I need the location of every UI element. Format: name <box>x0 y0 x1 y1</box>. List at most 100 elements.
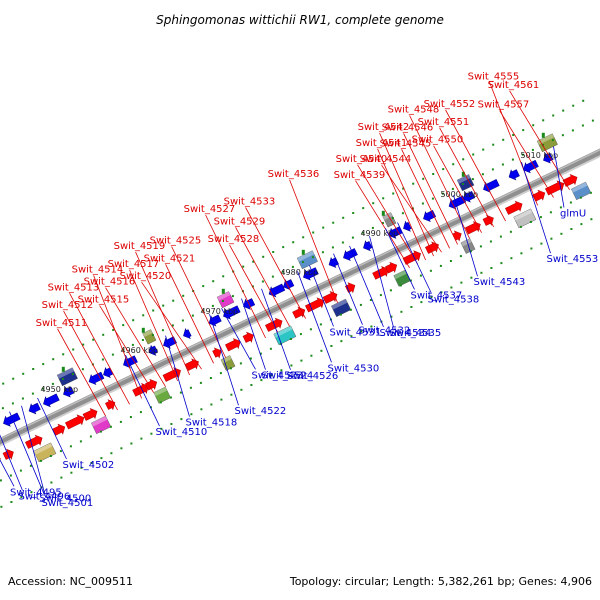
guide-dot <box>191 314 194 317</box>
guide-dot <box>431 197 434 200</box>
guide-dot <box>9 474 12 477</box>
guide-dot <box>502 138 505 141</box>
guide-dot <box>131 343 134 346</box>
guide-dot <box>250 384 253 386</box>
gene-feature-box <box>296 250 318 270</box>
reverse-gene-arrow <box>103 366 114 379</box>
bottom-gene-label: Swit_4543 <box>474 277 526 288</box>
guide-dot <box>291 265 294 268</box>
forward-gene-arrow <box>52 423 66 436</box>
guide-dot <box>570 228 573 230</box>
guide-dot <box>469 250 472 253</box>
guide-dot <box>289 338 292 340</box>
forward-gene-arrow <box>145 378 158 391</box>
guide-dot <box>331 246 334 249</box>
guide-dot <box>401 212 404 215</box>
guide-dot <box>280 369 283 372</box>
gene-feature-box <box>220 355 236 371</box>
guide-dot <box>30 491 33 494</box>
top-label-leader <box>439 127 494 227</box>
scale-tick-label: 4990 kbp <box>360 229 398 238</box>
guide-dot <box>559 206 562 209</box>
top-gene-label: Swit_4540 <box>336 154 388 165</box>
guide-dot <box>362 207 365 210</box>
forward-gene-arrow <box>105 399 116 411</box>
top-strand-labels: Swit_4511Swit_4512Swit_4513Swit_4514Swit… <box>36 71 570 417</box>
guide-dot <box>242 265 245 268</box>
scale-tick-mark <box>221 288 225 294</box>
top-gene-label: Swit_4561 <box>488 80 540 91</box>
bottom-label-leader <box>369 236 394 328</box>
bottom-gene-label: Swit_4496 <box>19 492 71 503</box>
guide-dot <box>239 362 242 365</box>
guide-dot <box>230 393 233 396</box>
guide-dot <box>360 330 363 333</box>
reverse-gene-arrow <box>403 220 412 232</box>
guide-dot <box>530 247 533 250</box>
guide-dot <box>11 402 14 405</box>
bottom-label-leader <box>0 459 15 487</box>
guide-dot <box>340 340 343 343</box>
scale-tick-label: 4960 kbp <box>120 346 158 355</box>
guide-dot <box>139 411 142 414</box>
guide-dot <box>500 262 503 265</box>
guide-dot <box>12 377 15 380</box>
guide-dot <box>561 134 564 137</box>
reverse-gene-arrow <box>3 412 21 427</box>
top-gene-label: Swit_4545 <box>380 138 432 149</box>
guide-dot <box>41 387 44 390</box>
reverse-gene-arrow <box>523 159 539 174</box>
guide-dot <box>481 173 484 176</box>
guide-dot <box>382 197 385 200</box>
guide-dot <box>421 202 424 205</box>
bottom-gene-label: Swit_4524 <box>262 371 314 382</box>
reverse-gene-arrow <box>343 248 358 262</box>
top-label-leader <box>355 180 410 269</box>
top-gene-label: Swit_4529 <box>214 216 266 227</box>
top-gene-label: Swit_4515 <box>78 295 130 306</box>
top-gene-label: Swit_4525 <box>150 236 202 247</box>
guide-dot <box>420 301 423 304</box>
guide-dot <box>82 343 85 346</box>
guide-dot <box>112 329 115 331</box>
guide-dot <box>461 183 464 185</box>
bottom-label-leader <box>261 288 291 370</box>
scale-tick-label: 5010 kbp <box>520 151 558 160</box>
bottom-gene-label: Swit_4553 <box>547 254 599 265</box>
gene-feature-box <box>153 386 171 404</box>
guide-dot <box>501 163 504 166</box>
guide-dot <box>70 471 73 474</box>
top-gene-label: Swit_4520 <box>120 271 172 282</box>
top-gene-label: Swit_4528 <box>208 234 260 245</box>
guide-dot <box>272 251 275 253</box>
guide-dot <box>370 325 373 328</box>
guide-dot <box>221 300 224 302</box>
guide-dot <box>381 222 384 224</box>
forward-gene-arrow <box>425 241 439 254</box>
top-label-leader <box>229 244 278 333</box>
bottom-gene-label: Swit_4495 <box>10 487 62 498</box>
guide-dot <box>299 333 302 336</box>
guide-dot <box>392 192 395 195</box>
guide-dot <box>142 314 145 317</box>
guide-dot <box>92 338 95 341</box>
bottom-label-leader <box>553 146 565 208</box>
guide-dot <box>351 236 354 239</box>
guide-dot <box>151 334 154 337</box>
guide-dot <box>472 153 475 156</box>
reverse-gene-arrow <box>28 402 41 415</box>
guide-dot <box>509 230 512 233</box>
top-label-leader <box>105 287 166 387</box>
guide-dot <box>511 158 514 161</box>
guide-dot <box>319 323 322 326</box>
guide-dot <box>539 216 542 219</box>
bottom-label-leader <box>241 298 266 370</box>
tick-dots <box>0 99 594 508</box>
top-label-leader <box>377 148 426 261</box>
top-gene-label: Swit_4550 <box>412 135 464 146</box>
guide-dot <box>251 285 254 288</box>
bottom-gene-label: Swit_4531 <box>330 327 382 338</box>
guide-dot <box>240 388 243 391</box>
guide-dot <box>159 401 162 404</box>
